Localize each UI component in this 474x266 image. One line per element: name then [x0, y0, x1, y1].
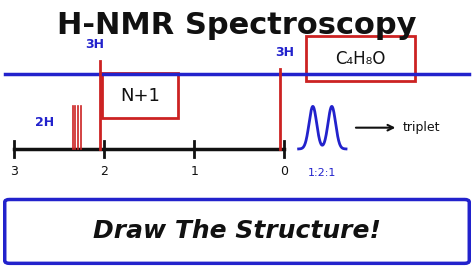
Text: 1:2:1: 1:2:1: [308, 168, 337, 178]
Text: C₄H₈O: C₄H₈O: [335, 49, 385, 68]
Text: 3H: 3H: [275, 45, 294, 59]
Text: H-NMR Spectroscopy: H-NMR Spectroscopy: [57, 11, 417, 40]
Text: Draw The Structure!: Draw The Structure!: [93, 219, 381, 243]
Text: 2: 2: [100, 165, 108, 178]
Text: 1: 1: [191, 165, 198, 178]
FancyBboxPatch shape: [5, 200, 469, 263]
FancyBboxPatch shape: [306, 36, 415, 81]
Text: N+1: N+1: [120, 87, 160, 105]
Text: 2H: 2H: [35, 116, 54, 129]
Text: 3: 3: [10, 165, 18, 178]
Text: triplet: triplet: [403, 121, 440, 134]
FancyBboxPatch shape: [102, 73, 178, 118]
Text: 3H: 3H: [85, 38, 105, 51]
Text: 0: 0: [281, 165, 288, 178]
